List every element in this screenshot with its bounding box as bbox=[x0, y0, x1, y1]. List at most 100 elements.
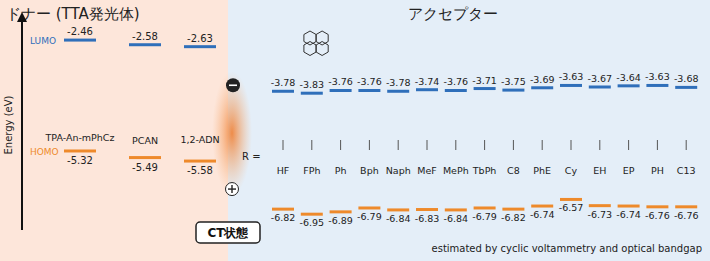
value-label: -3.78 bbox=[386, 77, 411, 88]
energy-level bbox=[129, 156, 161, 159]
energy-level bbox=[330, 89, 352, 92]
value-label: -6.84 bbox=[444, 213, 469, 224]
value-label: -2.63 bbox=[187, 33, 213, 44]
level-name: HOMO bbox=[30, 147, 59, 157]
energy-level bbox=[589, 204, 611, 207]
energy-level bbox=[531, 86, 553, 89]
energy-level bbox=[646, 205, 668, 208]
value-label: -3.63 bbox=[645, 71, 670, 82]
value-label: -6.74 bbox=[616, 209, 641, 220]
value-label: -2.58 bbox=[132, 31, 158, 42]
value-label: -3.71 bbox=[472, 75, 497, 86]
energy-level bbox=[387, 208, 409, 211]
donor-title: ドナー (TTA発光体) bbox=[6, 5, 140, 23]
energy-level bbox=[618, 84, 640, 87]
acceptor-structure bbox=[304, 31, 328, 56]
value-label: -5.58 bbox=[187, 165, 213, 176]
acceptor-title: アクセプター bbox=[408, 5, 498, 23]
energy-level bbox=[301, 213, 323, 216]
value-label: -3.68 bbox=[674, 73, 699, 84]
substituent-name: Naph bbox=[386, 165, 411, 176]
ring bbox=[316, 31, 328, 45]
ring bbox=[316, 42, 328, 56]
ring bbox=[304, 42, 316, 56]
energy-level bbox=[184, 160, 216, 163]
annotation: CT状態 bbox=[208, 226, 250, 240]
value-label: -3.76 bbox=[328, 76, 353, 87]
ring bbox=[304, 31, 316, 45]
bond bbox=[398, 140, 399, 150]
charge-circle bbox=[226, 183, 239, 196]
diagram: ドナー (TTA発光体)アクセプターEnergy (eV)-2.46-2.58-… bbox=[0, 0, 710, 261]
value-label: -6.79 bbox=[357, 211, 382, 222]
bond bbox=[484, 140, 485, 150]
value-label: -6.82 bbox=[501, 212, 526, 223]
donor-panel bbox=[0, 0, 228, 261]
energy-level bbox=[387, 90, 409, 93]
energy-level bbox=[618, 205, 640, 208]
bond bbox=[571, 140, 572, 150]
substituent-name: Cy bbox=[565, 165, 578, 176]
bond bbox=[686, 140, 687, 150]
substituent-name: EP bbox=[623, 165, 635, 176]
energy-level bbox=[445, 208, 467, 211]
charge-circle bbox=[226, 78, 240, 92]
bond bbox=[657, 140, 658, 150]
value-label: -5.32 bbox=[67, 155, 93, 166]
bond bbox=[311, 140, 312, 150]
hole bbox=[226, 183, 239, 196]
axis-title: Energy (eV) bbox=[3, 95, 14, 154]
annotation-box bbox=[196, 222, 260, 243]
substituent-name: Ph bbox=[335, 165, 347, 176]
value-label: -3.83 bbox=[300, 79, 325, 90]
footnote: estimated by cyclic voltammetry and opti… bbox=[432, 243, 702, 254]
energy-level bbox=[445, 89, 467, 92]
energy-level bbox=[358, 206, 380, 209]
energy-level bbox=[129, 43, 161, 46]
marks bbox=[64, 40, 697, 214]
value-label: -6.73 bbox=[588, 209, 613, 220]
donor-name: PCAN bbox=[132, 135, 158, 146]
value-label: -3.67 bbox=[588, 73, 613, 84]
bond bbox=[427, 140, 428, 150]
ct-glow bbox=[212, 71, 252, 195]
energy-level bbox=[646, 84, 668, 87]
energy-level bbox=[301, 92, 323, 95]
energy-level bbox=[675, 205, 697, 208]
diagram-root: ドナー (TTA発光体)アクセプターEnergy (eV)-2.46-2.58-… bbox=[0, 0, 710, 261]
energy-level bbox=[416, 88, 438, 91]
value-label: -5.49 bbox=[132, 162, 158, 173]
substituent-name: Bph bbox=[360, 165, 379, 176]
value-label: -3.75 bbox=[501, 76, 526, 87]
substituent-name: MeF bbox=[417, 165, 437, 176]
bond bbox=[628, 140, 629, 150]
substituent-name: FPh bbox=[303, 165, 320, 176]
value-label: -3.64 bbox=[616, 72, 641, 83]
bond bbox=[599, 140, 600, 150]
energy-level bbox=[589, 86, 611, 89]
energy-level bbox=[358, 89, 380, 92]
value-labels: -2.46-2.58-2.63LUMO-5.32-5.49-5.58HOMOTP… bbox=[30, 26, 698, 228]
energy-level bbox=[560, 198, 582, 201]
substituent-name: HF bbox=[277, 165, 290, 176]
value-label: -6.76 bbox=[674, 210, 699, 221]
energy-level bbox=[416, 208, 438, 211]
level-name: LUMO bbox=[30, 36, 56, 46]
value-label: -6.89 bbox=[328, 215, 353, 226]
substituent-name: EH bbox=[593, 165, 606, 176]
energy-level bbox=[560, 84, 582, 87]
y-axis: Energy (eV) bbox=[3, 12, 27, 230]
bond bbox=[283, 140, 284, 150]
substituent-name: PhE bbox=[533, 165, 551, 176]
donor-name: 1,2-ADN bbox=[180, 134, 219, 145]
r-prefix: R = bbox=[242, 151, 261, 162]
bond bbox=[340, 140, 341, 150]
bond bbox=[369, 140, 370, 150]
axis-line bbox=[21, 18, 23, 230]
value-label: -6.76 bbox=[645, 210, 670, 221]
energy-level bbox=[502, 208, 524, 211]
value-label: -6.79 bbox=[472, 211, 497, 222]
bond bbox=[513, 140, 514, 150]
substituent-name: C13 bbox=[677, 165, 696, 176]
value-label: -3.69 bbox=[530, 74, 555, 85]
